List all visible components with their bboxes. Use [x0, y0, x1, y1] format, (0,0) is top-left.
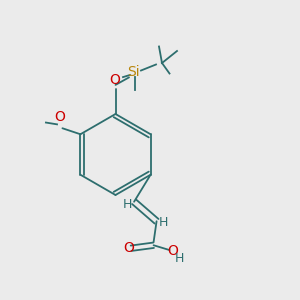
Text: O: O [54, 110, 65, 124]
Text: H: H [158, 216, 168, 229]
Text: H: H [123, 198, 132, 211]
Text: O: O [123, 241, 134, 255]
Text: H: H [175, 252, 184, 265]
Text: O: O [168, 244, 178, 258]
Text: Si: Si [127, 65, 140, 79]
Text: O: O [109, 73, 120, 87]
